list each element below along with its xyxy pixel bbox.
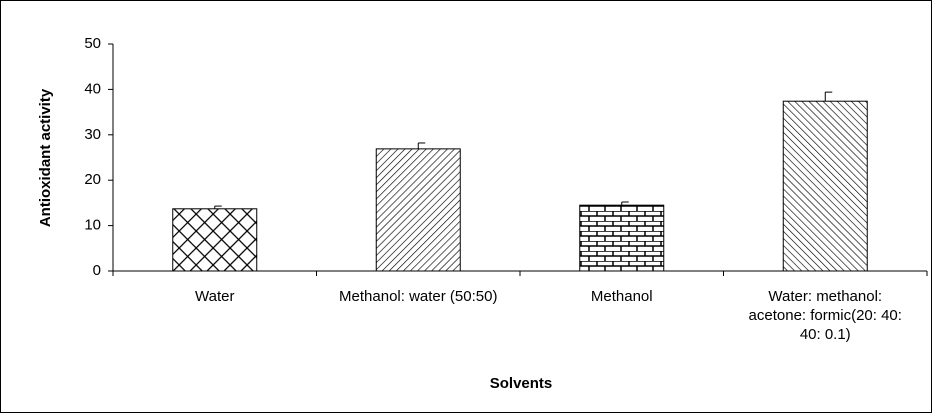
bar — [782, 100, 868, 272]
y-tick-label: 50 — [84, 35, 101, 52]
x-tick-label: Methanol: water (50:50) — [339, 288, 498, 305]
x-tick-label: Water: methanol: acetone: formic(20: 40:… — [748, 288, 902, 343]
x-tick-label: Water — [195, 288, 235, 305]
bar — [172, 208, 258, 272]
y-tick-label: 30 — [84, 126, 101, 143]
bar — [579, 204, 665, 272]
x-axis-title: Solvents — [490, 375, 553, 392]
y-tick-label: 10 — [84, 217, 101, 234]
y-tick-label: 20 — [84, 171, 101, 188]
y-tick-label: 0 — [93, 262, 101, 279]
y-axis-title: Antioxidant activity — [37, 88, 54, 227]
bar — [375, 148, 461, 272]
y-tick-label: 40 — [84, 80, 101, 97]
x-tick-label: Methanol — [590, 288, 653, 305]
